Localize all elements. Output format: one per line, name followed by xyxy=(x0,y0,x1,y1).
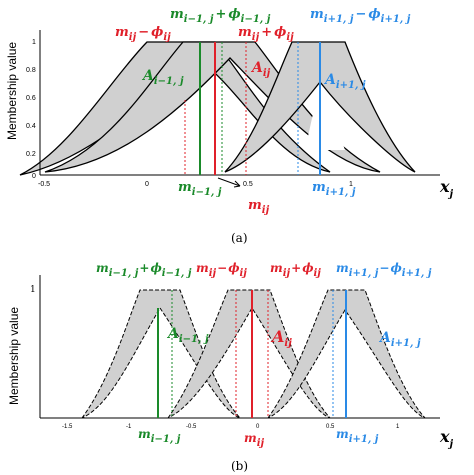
a-xtick-neg05: -0.5 xyxy=(38,181,50,188)
a-label-A-next: Ai+1, j xyxy=(323,72,366,91)
b-label-m-next-minus-phi: mi+1, j−ϕi+1, j xyxy=(336,261,432,279)
a-label-m-plus-phi: mij + ϕij xyxy=(238,25,294,43)
b-xtick-neg05: -0.5 xyxy=(186,424,197,430)
b-label-m-next: mi+1, j xyxy=(336,427,379,445)
a-xtick-05: 0.5 xyxy=(243,181,253,188)
a-label-m-prev-plus-phi: mi−1, j + ϕi−1, j xyxy=(170,7,271,25)
b-label-m-plus-phi: mij+ϕij xyxy=(270,261,321,279)
b-xtick-05: 0.5 xyxy=(326,424,335,430)
fou-a-ij xyxy=(44,41,381,173)
a-label-A-ij: Aij xyxy=(250,60,271,79)
b-label-m-ij: mij xyxy=(244,431,265,449)
a-xtick-0: 0 xyxy=(145,181,149,188)
b-label-A-prev: Ai−1, j xyxy=(166,326,209,345)
b-label-A-next: Ai+1, j xyxy=(378,330,421,349)
b-ylabel: Membership value xyxy=(7,307,21,405)
b-label-m-prev: mi−1, j xyxy=(138,427,181,445)
b-label-m-minus-phi: mij−ϕij xyxy=(196,261,247,279)
a-label-m-ij: mij xyxy=(248,198,270,216)
b-xtick-neg1: -1 xyxy=(126,424,132,430)
a-xtick-1: 1 xyxy=(349,181,353,188)
a-label-m-next-minus-phi: mi+1, j − ϕi+1, j xyxy=(310,7,411,25)
b-label-A-ij: Aij xyxy=(270,327,292,349)
a-arrow xyxy=(217,177,241,187)
a-label-m-minus-phi: mij − ϕij xyxy=(115,25,171,43)
a-ytick-08: 0.8 xyxy=(26,67,36,74)
a-label-m-next: mi+1, j xyxy=(312,180,356,198)
b-xtick-1: 1 xyxy=(396,424,400,430)
b-label-m-prev-plus-phi: mi−1, j+ϕi−1, j xyxy=(96,261,192,279)
panel-b: 1 -1.5 -1 -0.5 0 0.5 1 Membership value … xyxy=(7,261,454,473)
a-label-m-prev: mi−1, j xyxy=(178,180,222,198)
a-ytick-02: 0.2 xyxy=(26,151,36,158)
b-xtick-neg15: -1.5 xyxy=(62,424,73,430)
fou-b-prev xyxy=(81,289,241,419)
a-ytick-1: 1 xyxy=(32,39,36,46)
a-label-A-prev: Ai−1, j xyxy=(141,68,184,87)
panel-a: 1 0.8 0.6 0.4 0.2 0 -0.5 0 0.5 1 Members… xyxy=(5,7,454,245)
caption-a: (a) xyxy=(231,231,248,245)
a-ytick-06: 0.6 xyxy=(26,95,36,102)
caption-b: (b) xyxy=(231,459,248,473)
b-xtick-0: 0 xyxy=(256,424,260,430)
a-x-label: xj xyxy=(439,177,454,200)
b-ytick-1: 1 xyxy=(30,285,36,295)
a-ytick-0: 0 xyxy=(32,173,36,180)
a-ytick-04: 0.4 xyxy=(26,123,36,130)
a-ylabel: Membership value xyxy=(5,42,19,140)
b-x-label: xj xyxy=(439,427,454,450)
